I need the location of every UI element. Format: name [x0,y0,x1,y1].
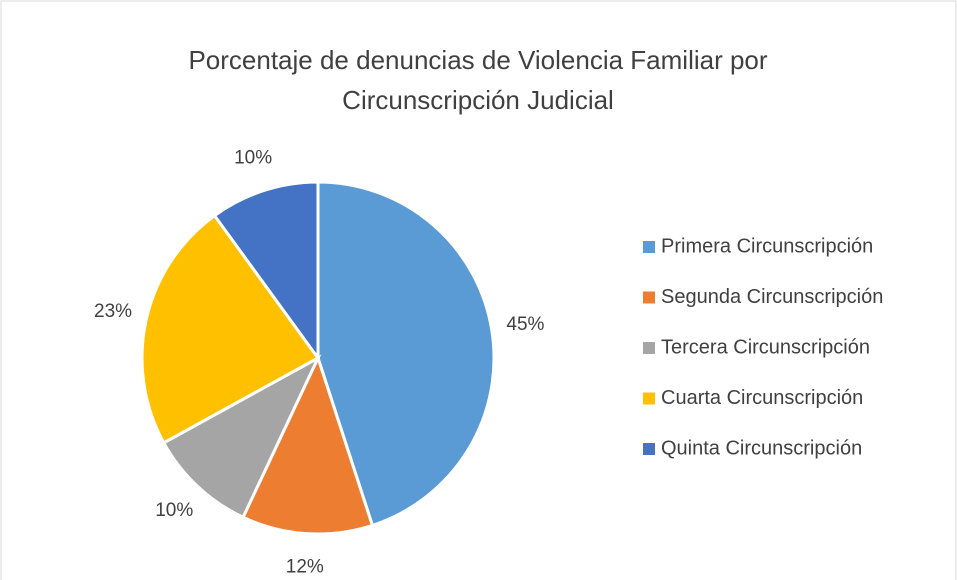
pie-slice [241,353,375,536]
chart-title: Porcentaje de denuncias de Violencia Fam… [188,45,768,115]
legend-swatch [643,291,655,304]
data-label: 23% [94,301,132,322]
pie-slice [161,354,322,520]
data-label: 45% [506,314,544,335]
pie-slice [140,213,321,445]
legend-swatch [643,392,655,405]
legend-label: Quinta Circunscripción [661,437,862,459]
legend-swatch [643,443,655,455]
legend-swatch [643,241,655,253]
legend-label: Segunda Circunscripción [661,286,883,308]
legend-swatch [643,342,655,354]
data-label: 10% [234,147,272,168]
data-label: 10% [155,500,193,521]
legend-label: Cuarta Circunscripción [661,387,863,409]
pie-slice [316,180,496,528]
data-label: 12% [286,557,324,578]
legend-label: Primera Circunscripción [661,235,873,257]
pie-slice [212,180,320,363]
legend-label: Tercera Circunscripción [661,336,870,358]
